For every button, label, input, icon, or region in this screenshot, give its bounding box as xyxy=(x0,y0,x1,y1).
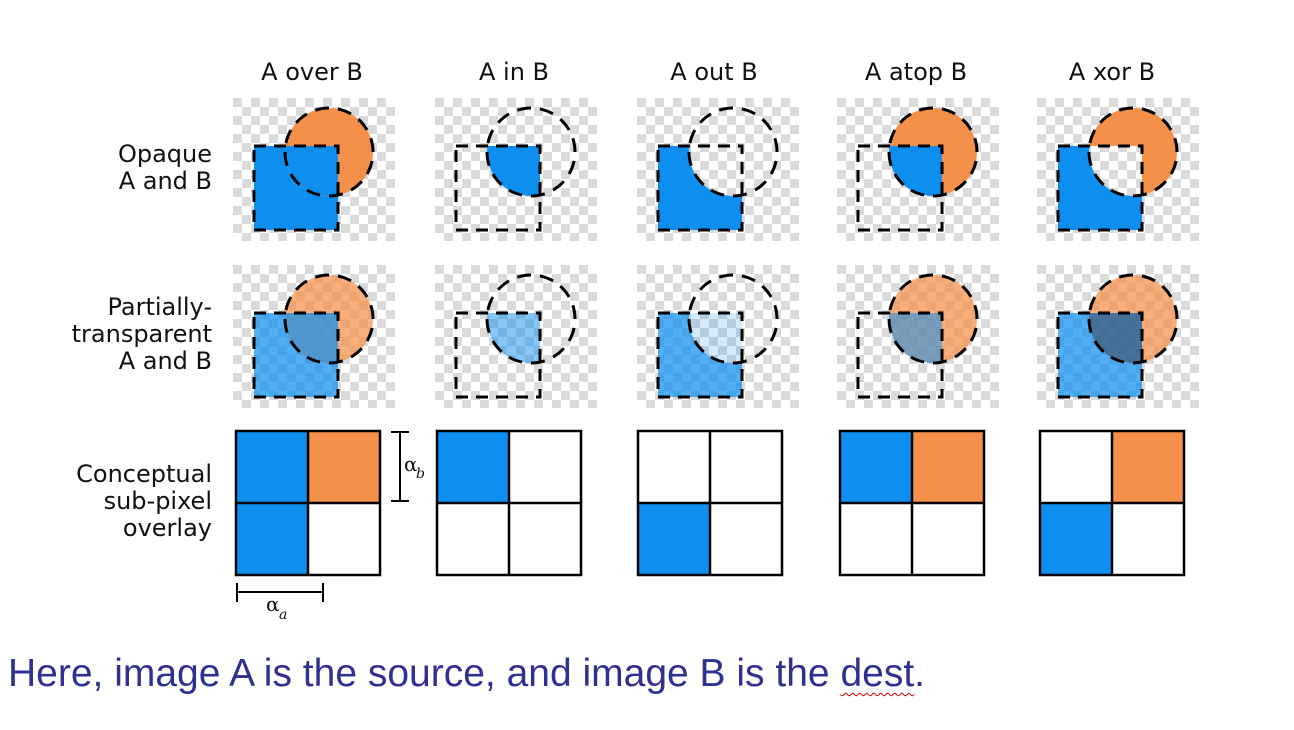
row-label-partial-line-2: transparent xyxy=(71,320,212,348)
panel-over-partial xyxy=(233,265,395,408)
dest-circle-outline xyxy=(283,273,375,365)
subpixel-grid-atop xyxy=(838,429,986,577)
panel-over-opaque xyxy=(233,98,395,241)
subpixel-cell xyxy=(840,431,912,503)
subpixel-cell xyxy=(308,431,380,503)
subpixel-cell xyxy=(1112,503,1184,575)
subpixel-cell xyxy=(437,503,509,575)
subpixel-cell xyxy=(1040,503,1112,575)
dest-circle-outline xyxy=(887,273,979,365)
panel-atop-opaque xyxy=(837,98,999,241)
row-label-conceptual-line-3: overlay xyxy=(122,514,212,542)
panel-in-partial xyxy=(435,265,597,408)
caption-period: . xyxy=(914,652,926,695)
panel-atop-partial xyxy=(837,265,999,408)
column-title-out: A out B xyxy=(670,58,758,86)
source-square-outline xyxy=(252,144,340,232)
row-label-conceptual-line-2: sub-pixel xyxy=(103,487,212,515)
source-square-outline xyxy=(656,144,744,232)
subpixel-cell xyxy=(509,503,581,575)
row-label-opaque: Opaque A and B xyxy=(118,141,212,195)
row-label-partial: Partially- transparent A and B xyxy=(72,294,212,375)
panel-out-opaque xyxy=(637,98,799,241)
row-label-opaque-line-2: A and B xyxy=(118,167,212,195)
column-title-over: A over B xyxy=(261,58,363,86)
source-square-outline xyxy=(656,311,744,399)
subpixel-cell xyxy=(710,431,782,503)
source-square-outline xyxy=(252,311,340,399)
alpha-b-subscript: b xyxy=(416,466,425,482)
source-square-outline xyxy=(856,311,944,399)
alpha-b-label: α xyxy=(404,452,418,476)
subpixel-cell xyxy=(840,503,912,575)
source-square-outline xyxy=(1056,144,1144,232)
source-square-outline xyxy=(1056,311,1144,399)
dest-circle-outline xyxy=(1087,106,1179,198)
column-title-xor: A xor B xyxy=(1068,58,1156,86)
subpixel-cell xyxy=(912,431,984,503)
dest-circle-outline xyxy=(687,106,779,198)
subpixel-cell xyxy=(236,431,308,503)
subpixel-cell xyxy=(1112,431,1184,503)
row-label-conceptual: Conceptual sub-pixel overlay xyxy=(76,461,212,542)
subpixel-grid-out xyxy=(636,429,784,577)
row-label-partial-line-3: A and B xyxy=(118,347,212,375)
row-label-opaque-line-1: Opaque xyxy=(117,140,212,168)
alpha-a-subscript: a xyxy=(279,607,287,623)
row-label-conceptual-line-1: Conceptual xyxy=(76,460,212,488)
subpixel-cell xyxy=(912,503,984,575)
dest-circle-outline xyxy=(1087,273,1179,365)
subpixel-cell xyxy=(638,503,710,575)
subpixel-grid-xor xyxy=(1038,429,1186,577)
caption-flagged-word: dest xyxy=(840,652,915,695)
subpixel-cell xyxy=(710,503,782,575)
subpixel-cell xyxy=(1040,431,1112,503)
caption: Here, image A is the source, and image B… xyxy=(8,652,925,696)
caption-main: Here, image A is the source, and image B… xyxy=(8,652,841,695)
dest-circle-outline xyxy=(485,106,577,198)
column-title-atop: A atop B xyxy=(864,58,968,86)
dest-circle-outline xyxy=(687,273,779,365)
subpixel-cell xyxy=(236,503,308,575)
panel-out-partial xyxy=(637,265,799,408)
subpixel-cell xyxy=(437,431,509,503)
alpha-b-bracket xyxy=(391,431,409,502)
panel-xor-partial xyxy=(1037,265,1199,408)
dest-circle-outline xyxy=(887,106,979,198)
subpixel-cell xyxy=(638,431,710,503)
dest-circle-outline xyxy=(485,273,577,365)
column-title-in: A in B xyxy=(478,58,550,86)
source-square-outline xyxy=(454,144,542,232)
panel-xor-opaque xyxy=(1037,98,1199,241)
subpixel-grid-in xyxy=(435,429,583,577)
subpixel-grid-over xyxy=(234,429,382,577)
alpha-a-label: α xyxy=(266,592,280,616)
panel-in-opaque xyxy=(435,98,597,241)
alpha-a-bracket xyxy=(236,583,324,602)
dest-circle-outline xyxy=(283,106,375,198)
subpixel-cell xyxy=(308,503,380,575)
source-square-outline xyxy=(856,144,944,232)
source-square-outline xyxy=(454,311,542,399)
subpixel-cell xyxy=(509,431,581,503)
row-label-partial-line-1: Partially- xyxy=(107,293,212,321)
